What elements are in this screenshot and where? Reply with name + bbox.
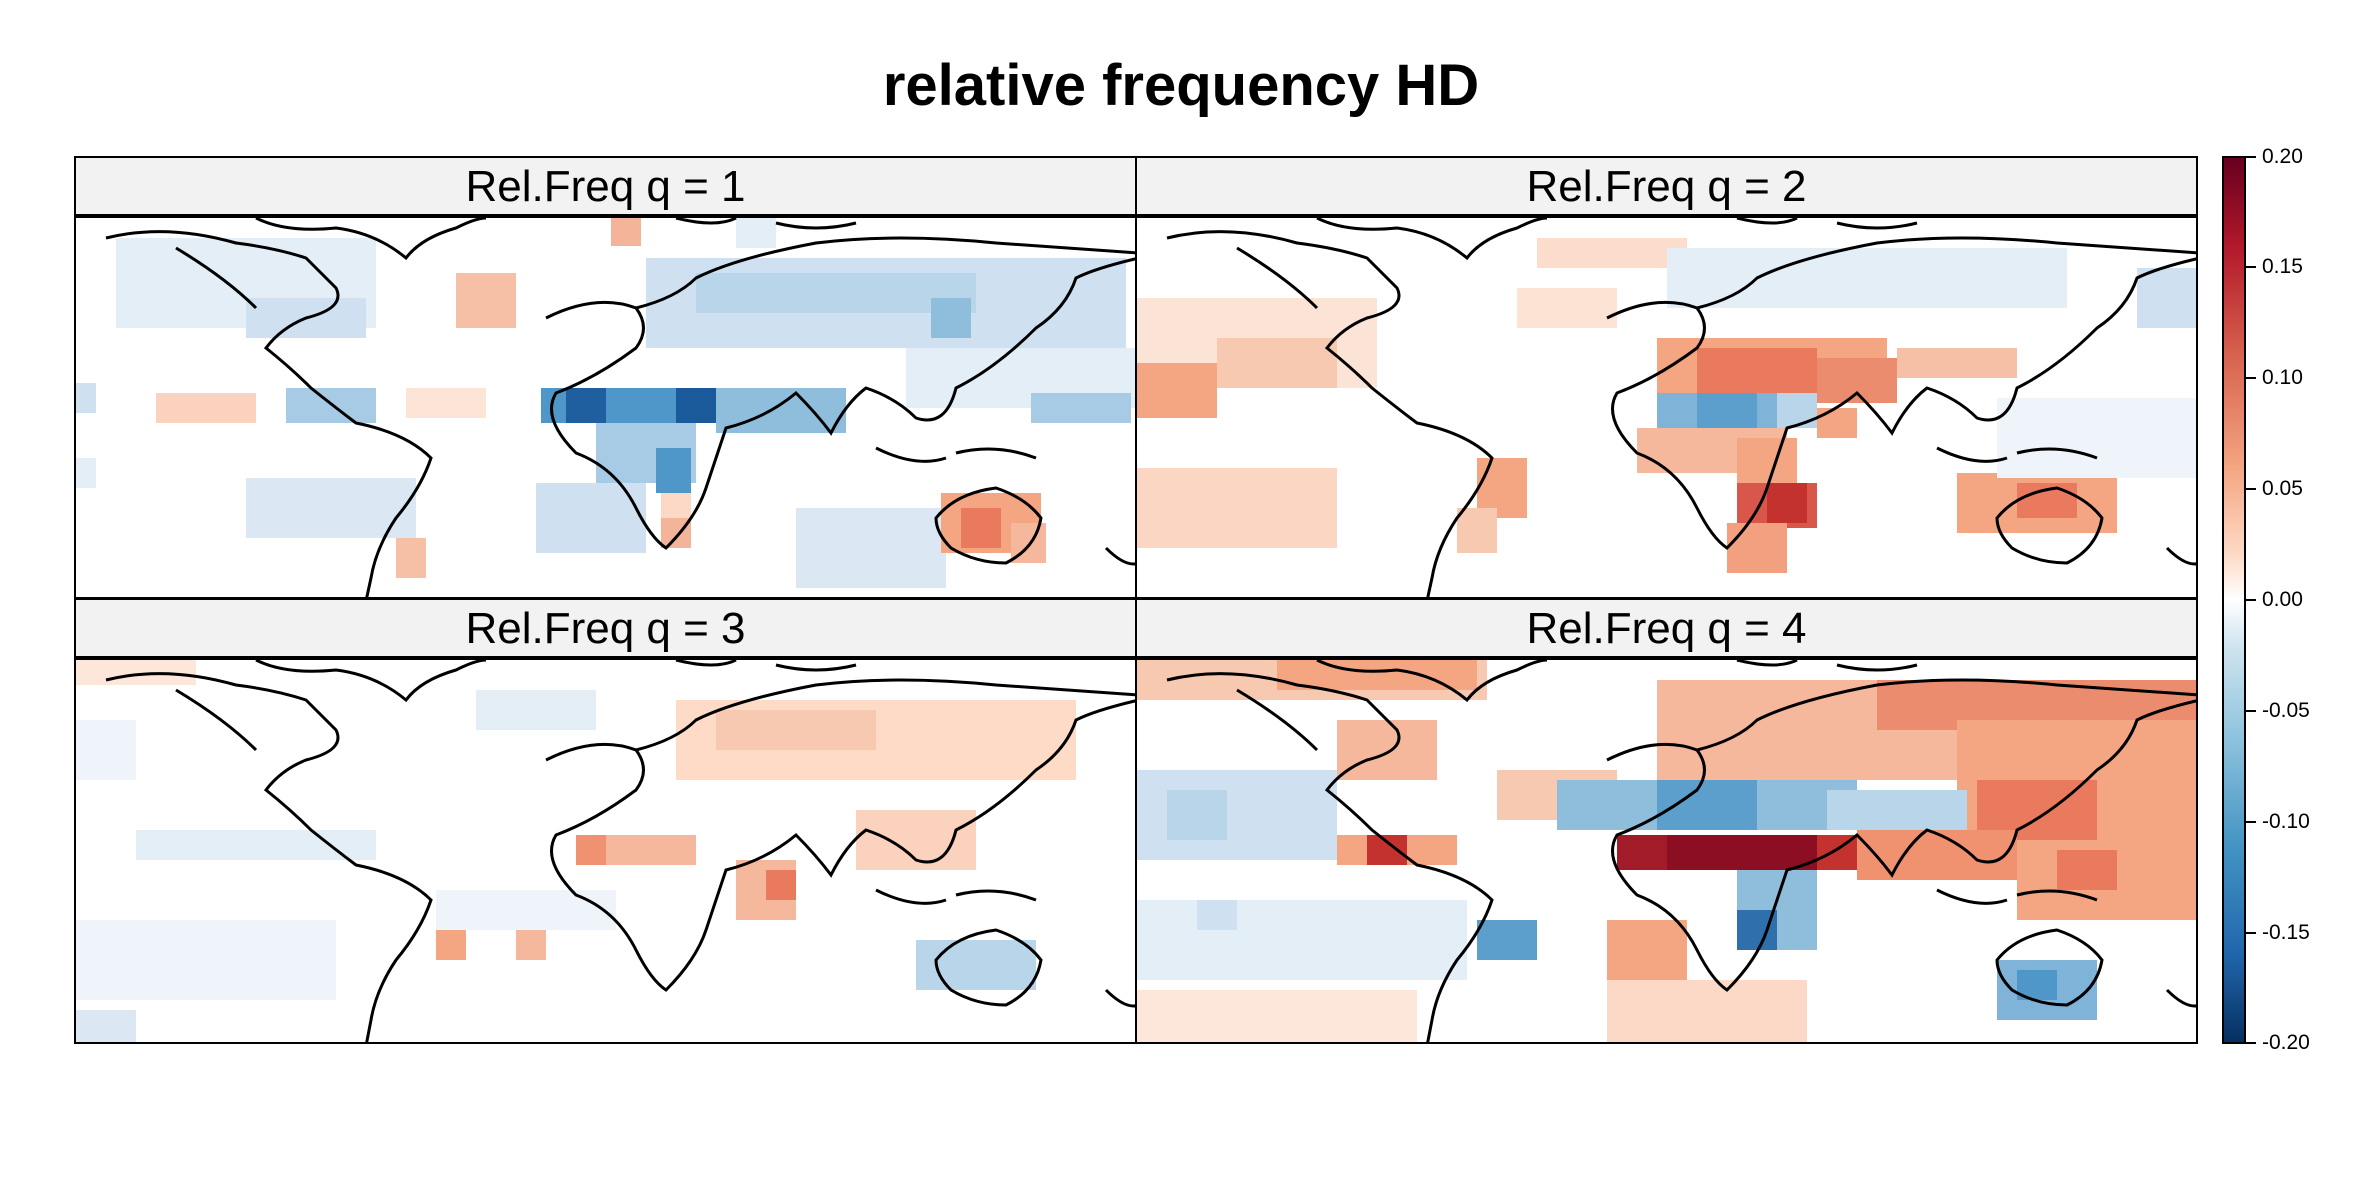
color-key-tick xyxy=(2246,156,2256,158)
color-key-tick-label: 0.10 xyxy=(2262,366,2303,389)
color-key-tick xyxy=(2246,710,2256,712)
color-key-tick-label: -0.15 xyxy=(2262,921,2310,944)
color-key-tick xyxy=(2246,377,2256,379)
map-q3 xyxy=(74,658,1137,1044)
color-key-tick xyxy=(2246,599,2256,601)
color-key-gradient xyxy=(2224,158,2244,1042)
panel-q2: Rel.Freq q = 2 xyxy=(1135,156,2198,600)
panel-q3: Rel.Freq q = 3 xyxy=(74,598,1137,1044)
heatmap-q4 xyxy=(1137,660,2196,1042)
color-key-tick-label: -0.20 xyxy=(2262,1031,2310,1054)
panel-q4: Rel.Freq q = 4 xyxy=(1135,598,2198,1044)
color-key-tick-label: 0.00 xyxy=(2262,588,2303,611)
color-key-tick xyxy=(2246,488,2256,490)
color-key-tick-label: 0.20 xyxy=(2262,145,2303,168)
color-key-tick xyxy=(2246,821,2256,823)
color-key-tick-label: 0.15 xyxy=(2262,255,2303,278)
panel-label-q4: Rel.Freq q = 4 xyxy=(1135,598,2198,658)
chart-title: relative frequency HD xyxy=(882,53,1480,118)
color-key-tick xyxy=(2246,1042,2256,1044)
color-key-tick xyxy=(2246,266,2256,268)
map-q2 xyxy=(1135,216,2198,599)
panel-label-q3: Rel.Freq q = 3 xyxy=(74,598,1137,658)
color-key-tick-label: 0.05 xyxy=(2262,477,2303,500)
map-q4 xyxy=(1135,658,2198,1044)
panel-q1: Rel.Freq q = 1 xyxy=(74,156,1137,600)
map-q1 xyxy=(74,216,1137,599)
panel-label-q1: Rel.Freq q = 1 xyxy=(74,156,1137,216)
panel-label-q2: Rel.Freq q = 2 xyxy=(1135,156,2198,216)
heatmap-q2 xyxy=(1137,218,2196,597)
heatmap-q1 xyxy=(76,218,1135,597)
color-key-tick-label: -0.05 xyxy=(2262,699,2310,722)
color-key xyxy=(2222,156,2246,1044)
color-key-tick xyxy=(2246,932,2256,934)
color-key-tick-label: -0.10 xyxy=(2262,810,2310,833)
heatmap-q3 xyxy=(76,660,1135,1042)
